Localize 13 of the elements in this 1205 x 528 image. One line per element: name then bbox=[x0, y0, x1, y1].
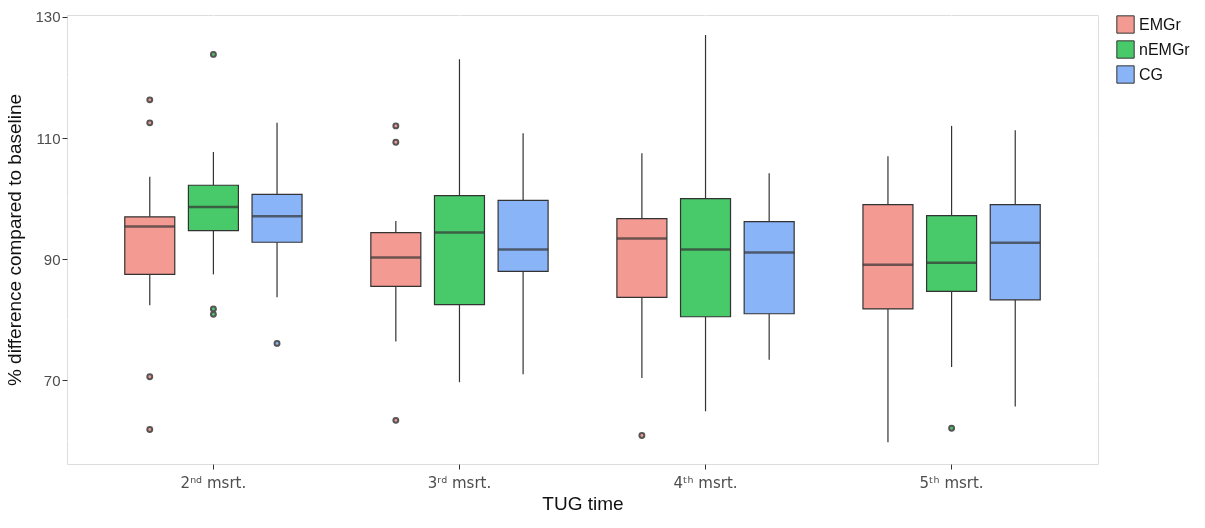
y-axis-title: % difference compared to baseline bbox=[4, 93, 26, 387]
y-tick-label: 90 bbox=[43, 250, 61, 268]
x-tick-label: 3ʳᵈ msrt. bbox=[427, 473, 492, 492]
legend-label: nEMGr bbox=[1139, 40, 1191, 58]
x-axis-title: TUG time bbox=[542, 492, 624, 514]
legend-label: CG bbox=[1139, 65, 1163, 83]
y-tick-label: 70 bbox=[43, 371, 61, 389]
x-tick-label: 5ᵗʰ msrt. bbox=[919, 473, 984, 492]
x-tick-label: 4ᵗʰ msrt. bbox=[673, 473, 738, 492]
x-tick-label: 2ⁿᵈ msrt. bbox=[180, 473, 247, 492]
legend-label: EMGr bbox=[1139, 15, 1182, 33]
y-tick-label: 130 bbox=[35, 8, 61, 26]
y-tick-label: 110 bbox=[36, 129, 61, 147]
